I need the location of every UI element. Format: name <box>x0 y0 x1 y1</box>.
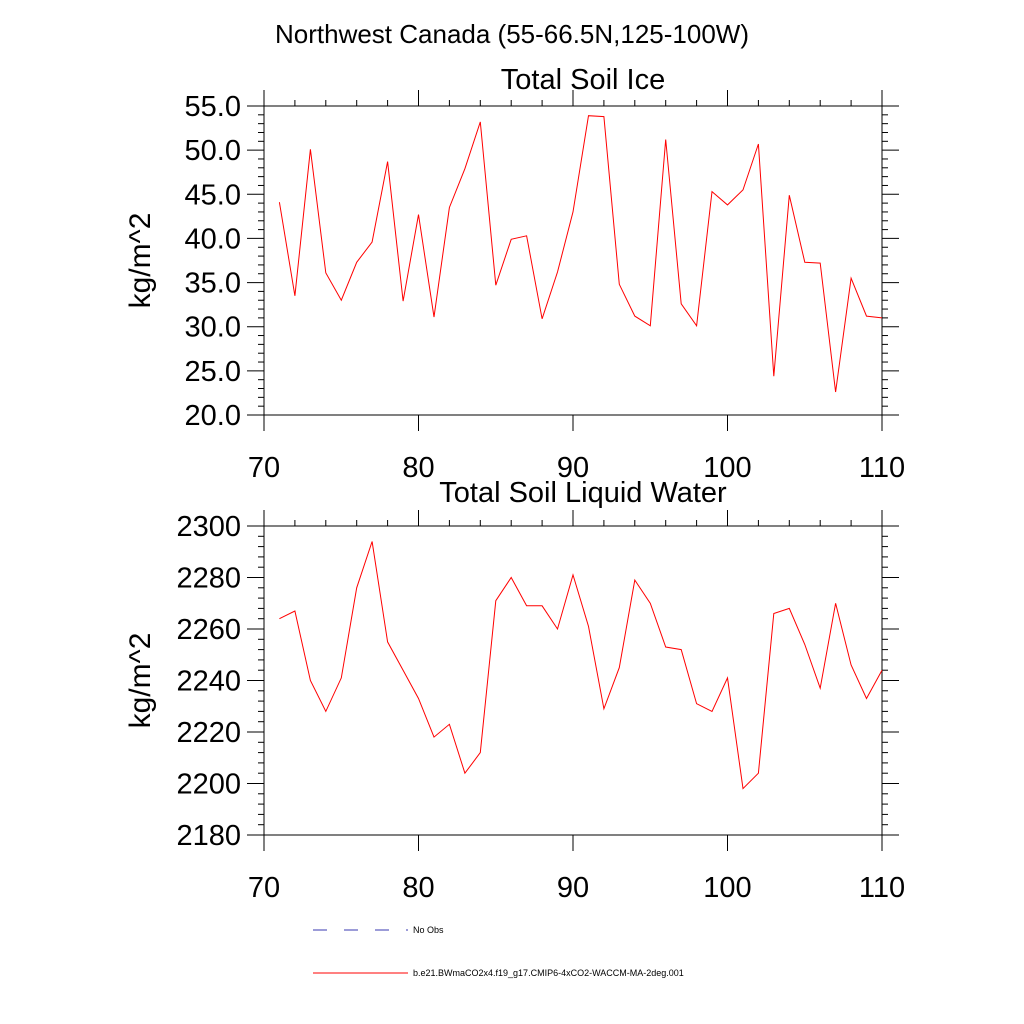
x-tick-label: 90 <box>557 872 589 904</box>
y-tick-label: 55.0 <box>185 91 241 123</box>
plot-frame <box>263 525 883 836</box>
y-tick-label: 2200 <box>176 769 241 801</box>
y-tick-label: 35.0 <box>185 268 241 300</box>
y-tick-label: 2280 <box>176 563 241 595</box>
y-tick-label: 50.0 <box>185 135 241 167</box>
x-tick-label: 80 <box>402 452 434 484</box>
series-line-total-soil-ice <box>278 115 883 393</box>
y-tick-label: 2240 <box>176 666 241 698</box>
chart-title: Total Soil Liquid Water <box>439 477 727 509</box>
y-tick-label: 2260 <box>176 614 241 646</box>
legend-label-model-run: b.e21.BWmaCO2x4.f19_g17.CMIP6-4xCO2-WACC… <box>413 968 684 978</box>
chart-panel-total-soil-liquid-water: Total Soil Liquid Water 2180 2200 2220 2240 2… <box>124 477 905 904</box>
series-line-total-soil-liquid-water <box>279 541 883 790</box>
chart-panel-total-soil-ice: Total Soil Ice 20.0 25.0 30.0 35.0 40.0 45.0 50… <box>124 64 905 484</box>
y-tick-label: 40.0 <box>185 223 241 255</box>
y-tick-label: 45.0 <box>185 179 241 211</box>
y-axis-label: kg/m^2 <box>124 213 157 309</box>
x-tick-label: 80 <box>402 872 434 904</box>
y-tick-label: 2220 <box>176 717 241 749</box>
x-tick-label: 100 <box>703 872 751 904</box>
y-tick-label: 30.0 <box>185 312 241 344</box>
legend-label-no-obs: No Obs <box>413 925 444 935</box>
chart-title: Total Soil Ice <box>501 64 665 96</box>
y-tick-label: 2180 <box>176 820 241 852</box>
x-tick-label: 70 <box>248 872 280 904</box>
y-tick-label: 2300 <box>176 511 241 543</box>
y-tick-label: 25.0 <box>185 356 241 388</box>
plot-frame <box>263 105 883 416</box>
x-tick-label: 110 <box>859 872 905 904</box>
figure-title: Northwest Canada (55-66.5N,125-100W) <box>275 19 749 49</box>
legend: No Obs b.e21.BWmaCO2x4.f19_g17.CMIP6-4xC… <box>313 925 684 978</box>
x-tick-label: 100 <box>703 452 751 484</box>
x-tick-label: 110 <box>859 452 905 484</box>
x-tick-label: 70 <box>248 452 280 484</box>
x-tick-label: 90 <box>557 452 589 484</box>
y-axis-label: kg/m^2 <box>124 633 157 729</box>
y-tick-label: 20.0 <box>185 400 241 432</box>
